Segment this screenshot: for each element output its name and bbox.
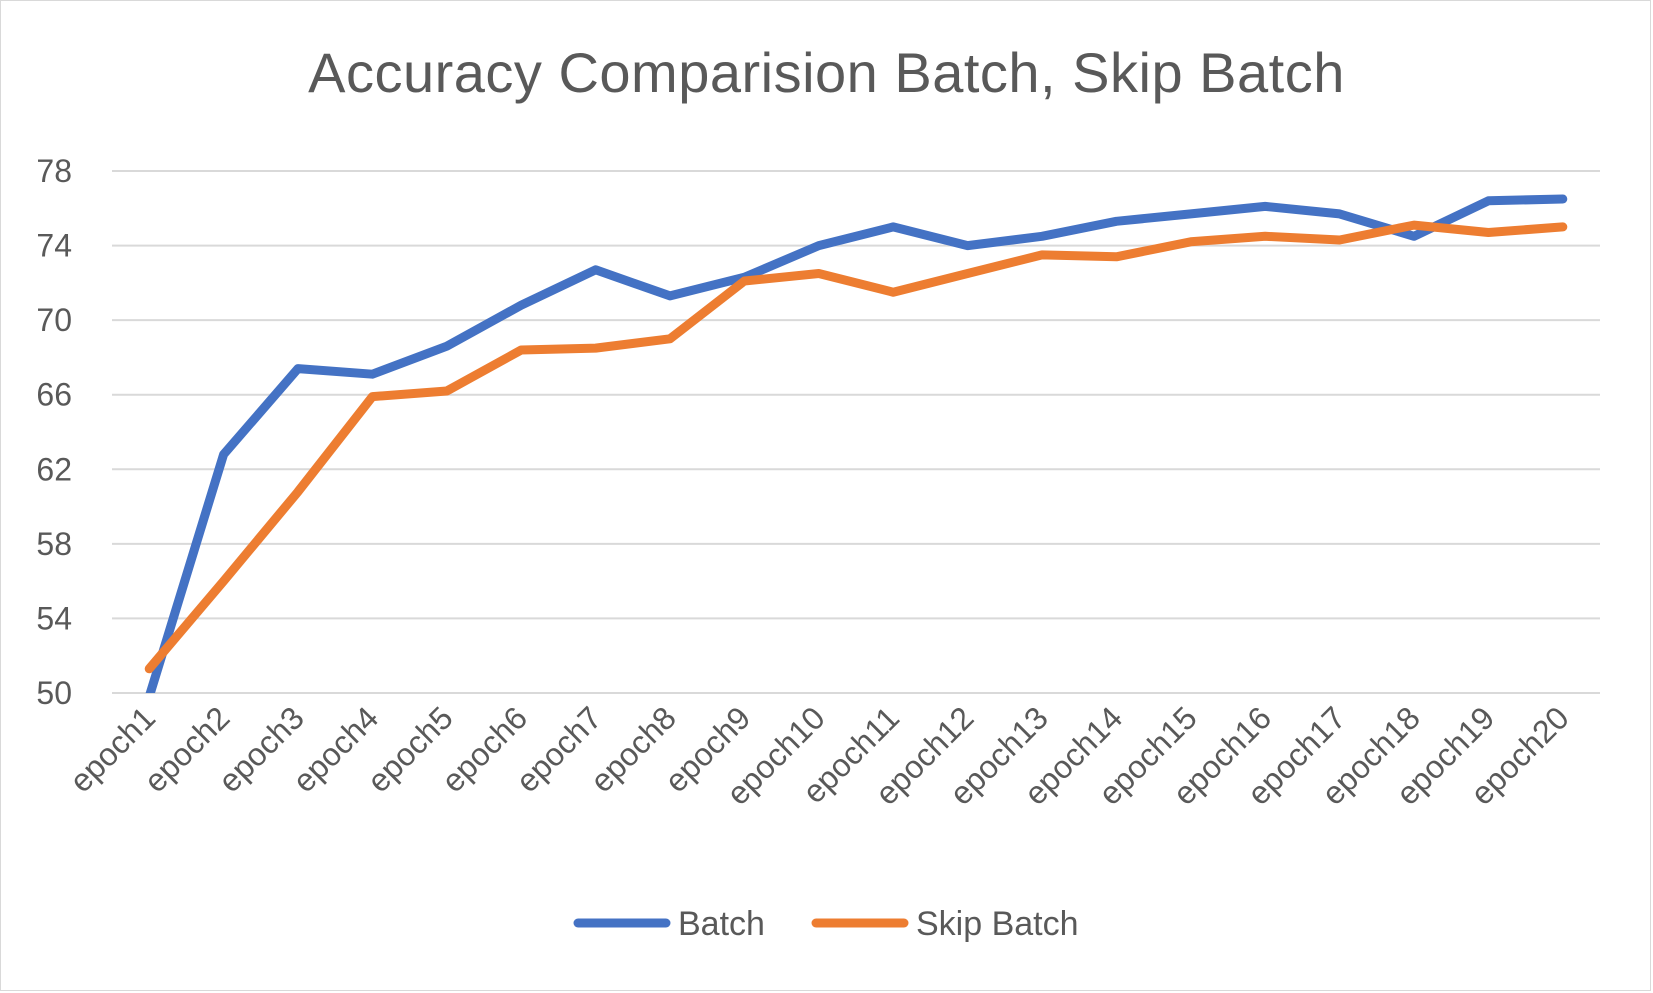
x-axis-tick-labels: epoch1epoch2epoch3epoch4epoch5epoch6epoc… bbox=[62, 699, 1575, 811]
y-tick-label: 62 bbox=[36, 451, 72, 487]
y-axis-tick-labels: 50 54 58 62 66 70 74 78 bbox=[36, 153, 72, 711]
y-tick-label: 66 bbox=[36, 377, 72, 413]
legend[interactable]: Batch Skip Batch bbox=[573, 905, 1079, 943]
legend-item-batch[interactable]: Batch bbox=[573, 905, 765, 943]
y-tick-label: 58 bbox=[36, 526, 72, 562]
y-tick-label: 54 bbox=[36, 600, 72, 636]
legend-label: Skip Batch bbox=[916, 905, 1079, 943]
series-line-batch bbox=[145, 194, 1568, 693]
legend-label: Batch bbox=[678, 905, 765, 943]
gridlines bbox=[112, 170, 1600, 694]
chart-title: Accuracy Comparision Batch, Skip Batch bbox=[308, 41, 1345, 104]
y-tick-label: 74 bbox=[36, 228, 72, 264]
y-tick-label: 70 bbox=[36, 302, 72, 338]
y-tick-label: 78 bbox=[36, 153, 72, 189]
series-lines bbox=[144, 194, 1568, 693]
y-tick-label: 50 bbox=[36, 675, 72, 711]
series-line-skip-batch bbox=[144, 220, 1568, 674]
legend-item-skip-batch[interactable]: Skip Batch bbox=[811, 905, 1079, 943]
